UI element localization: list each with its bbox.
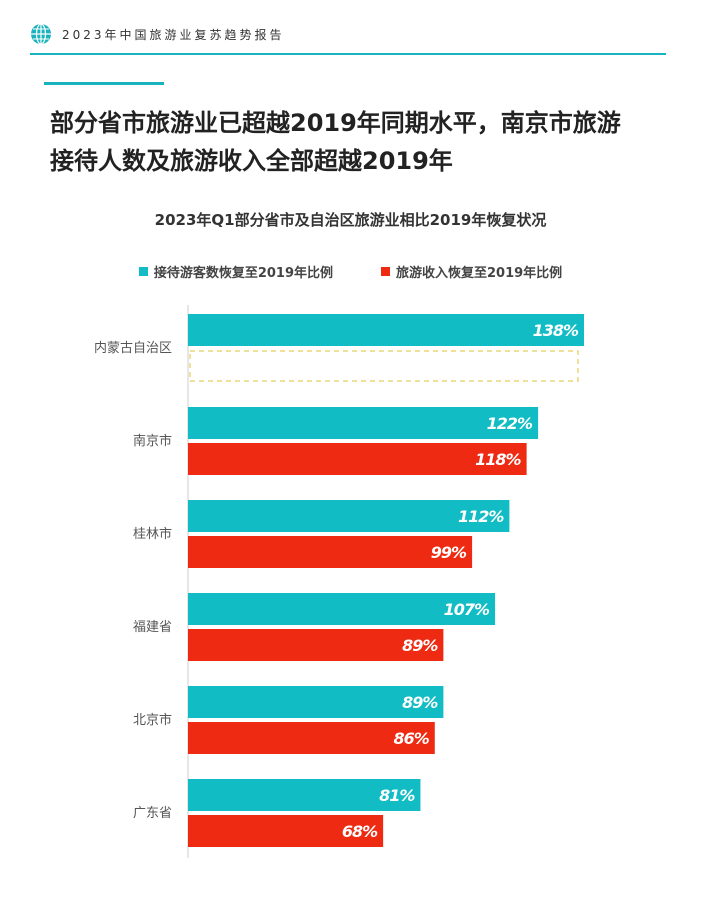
bar-value-label: 122%: [487, 414, 533, 433]
bar-revenue: [188, 443, 527, 475]
bar-value-label: 138%: [533, 321, 579, 340]
report-title: 2023年中国旅游业复苏趋势报告: [62, 27, 285, 42]
bar-value-label: 89%: [402, 636, 438, 655]
category-label: 内蒙古自治区: [94, 340, 172, 356]
headline-line-1: 部分省市旅游业已超越2019年同期水平，南京市旅游: [50, 109, 621, 137]
category-label: 桂林市: [133, 526, 172, 542]
bar-value-label: 86%: [393, 729, 429, 748]
bar-visitors: [188, 593, 496, 625]
bar-value-label: 112%: [458, 507, 504, 526]
legend-label-revenue: 旅游收入恢复至2019年比例: [396, 266, 563, 281]
legend-item-revenue: 旅游收入恢复至2019年比例: [381, 262, 562, 281]
accent-divider: [44, 82, 164, 85]
bar-revenue: [188, 536, 473, 568]
bar-visitors: [188, 407, 539, 439]
header-divider: [30, 53, 666, 55]
bar-visitors: [188, 314, 584, 346]
bar-value-label: 118%: [475, 450, 521, 469]
legend-label-visitors: 接待游客数恢复至2019年比例: [153, 266, 333, 281]
bar-value-label: 99%: [431, 543, 467, 562]
page-headline: 部分省市旅游业已超越2019年同期水平，南京市旅游 接待人数及旅游收入全部超越2…: [50, 104, 680, 180]
bar-revenue: [188, 629, 444, 661]
bar-value-label: 81%: [379, 786, 415, 805]
bar-revenue: [188, 815, 384, 847]
chart-legend: 接待游客数恢复至2019年比例 旅游收入恢复至2019年比例: [0, 262, 701, 281]
bar-missing-placeholder: [189, 350, 579, 382]
headline-line-2: 接待人数及旅游收入全部超越2019年: [50, 147, 453, 175]
bar-value-label: 68%: [342, 822, 378, 841]
legend-swatch-visitors: [138, 267, 148, 276]
bar-visitors: [188, 686, 444, 718]
legend-item-visitors: 接待游客数恢复至2019年比例: [138, 262, 333, 281]
chart-title: 2023年Q1部分省市及自治区旅游业相比2019年恢复状况: [154, 211, 547, 229]
category-label: 南京市: [133, 433, 172, 449]
legend-swatch-revenue: [381, 267, 390, 276]
bar-value-label: 107%: [444, 600, 490, 619]
bar-value-label: 89%: [402, 693, 438, 712]
globe-icon: [31, 23, 51, 45]
bar-visitors: [188, 779, 421, 811]
report-header: 2023年中国旅游业复苏趋势报告: [30, 22, 285, 46]
category-label: 广东省: [133, 806, 172, 821]
bar-visitors: [188, 500, 510, 532]
category-label: 福建省: [133, 620, 172, 635]
category-label: 北京市: [133, 712, 172, 728]
bar-revenue: [188, 722, 435, 754]
